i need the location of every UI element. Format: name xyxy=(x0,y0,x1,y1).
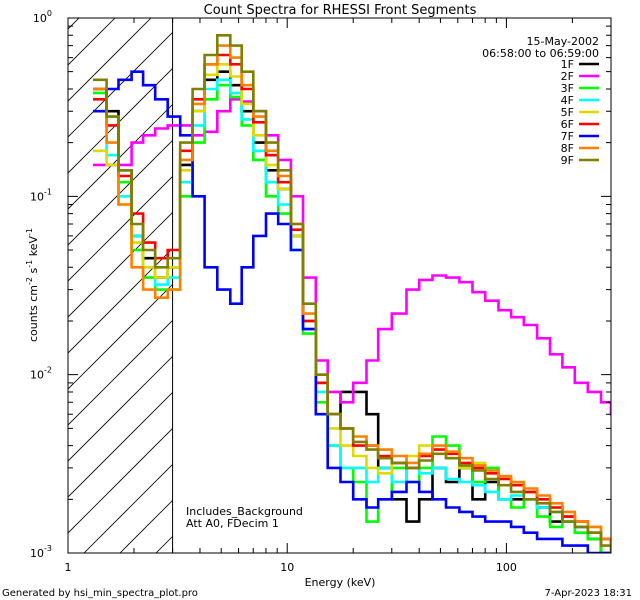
y-tick-label: 100 xyxy=(33,9,52,25)
hatched-region xyxy=(68,18,611,553)
series-2F xyxy=(93,98,611,416)
y-tick-label: 10-3 xyxy=(30,544,52,560)
legend-label-4F: 4F xyxy=(561,94,574,107)
legend-label-2F: 2F xyxy=(561,70,574,83)
x-tick-label: 10 xyxy=(280,561,294,574)
attenuator-note: Att A0, FDecim 1 xyxy=(186,517,279,530)
legend-label-9F: 9F xyxy=(561,154,574,167)
time-range: 06:58:00 to 06:59:00 xyxy=(482,47,599,60)
y-tick-label: 10-1 xyxy=(30,187,52,203)
observation-date: 15-May-2002 xyxy=(527,35,599,48)
series-9F xyxy=(93,34,611,553)
y-axis-label: counts cm-2 s-1 keV-1 xyxy=(25,228,40,342)
legend-label-1F: 1F xyxy=(561,58,574,71)
series-7F xyxy=(93,70,611,553)
legend-label-7F: 7F xyxy=(561,130,574,143)
x-tick-label: 1 xyxy=(65,561,72,574)
background-note: Includes_Background xyxy=(186,505,303,518)
tick-marks xyxy=(67,17,612,554)
plot-frame xyxy=(67,17,612,554)
x-tick-label: 100 xyxy=(496,561,517,574)
legend-label-3F: 3F xyxy=(561,82,574,95)
legend-label-6F: 6F xyxy=(561,118,574,131)
series-layer xyxy=(93,34,611,553)
legend-label-5F: 5F xyxy=(561,106,574,119)
footer-timestamp: 7-Apr-2023 18:31 xyxy=(545,588,632,599)
footer-generated-by: Generated by hsi_min_spectra_plot.pro xyxy=(2,588,198,599)
x-axis-label: Energy (keV) xyxy=(305,576,376,589)
chart-title: Count Spectra for RHESSI Front Segments xyxy=(204,3,477,18)
y-tick-label: 10-2 xyxy=(30,366,52,382)
y-tick-labels: 100 10-1 10-2 10-3 xyxy=(30,9,52,560)
axis-ticks xyxy=(67,17,612,554)
x-tick-labels: 1 10 100 xyxy=(65,561,517,574)
legend-label-8F: 8F xyxy=(561,142,574,155)
